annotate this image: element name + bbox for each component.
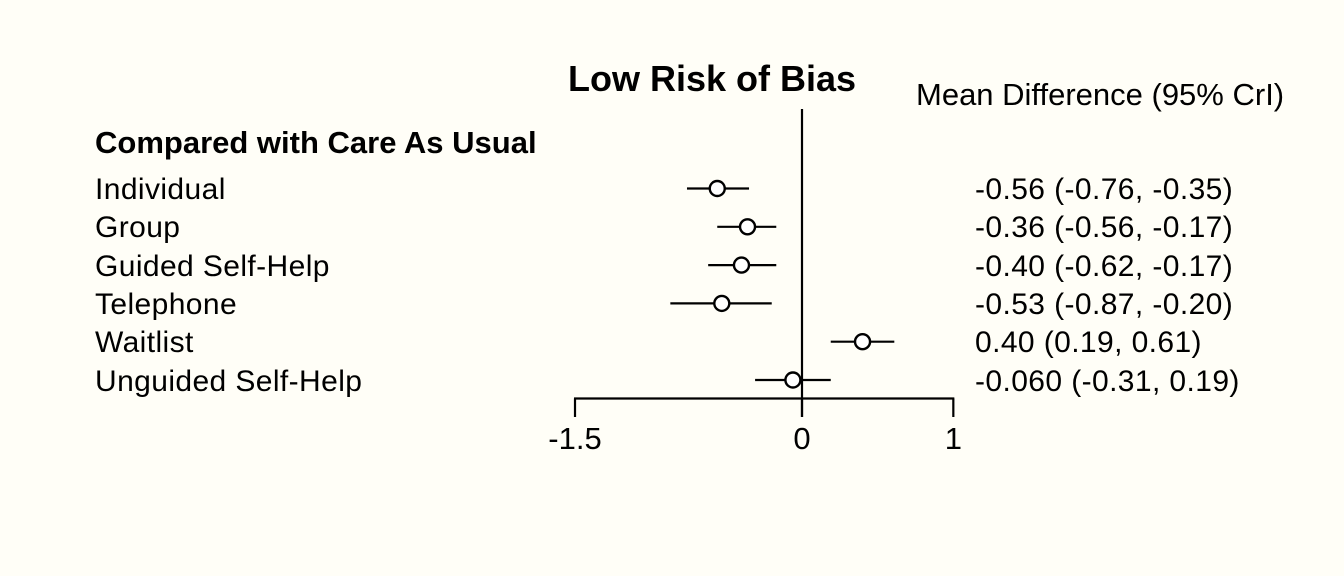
row-value-waitlist: 0.40 (0.19, 0.61) xyxy=(975,326,1202,360)
point-estimate-guided-self-help xyxy=(732,256,751,274)
chart-title: Low Risk of Bias xyxy=(567,58,857,99)
row-label-individual: Individual xyxy=(95,173,226,206)
row-value-guided-self-help: -0.40 (-0.62, -0.17) xyxy=(975,249,1234,283)
row-value-unguided-self-help: -0.060 (-0.31, 0.19) xyxy=(975,364,1240,398)
value-column-header: Mean Difference (95% CrI) xyxy=(916,77,1285,112)
row-value-group: -0.36 (-0.56, -0.17) xyxy=(975,211,1234,245)
row-label-guided-self-help: Guided Self-Help xyxy=(95,249,330,283)
point-estimate-waitlist xyxy=(853,333,872,351)
point-estimate-unguided-self-help xyxy=(784,371,802,389)
point-estimate-telephone xyxy=(713,294,731,313)
comparator-group-header: Compared with Care As Usual xyxy=(95,125,537,160)
row-value-individual: -0.56 (-0.76, -0.35) xyxy=(975,173,1234,206)
x-tick-label-2: 1 xyxy=(944,421,962,456)
x-tick-label-0: -1.5 xyxy=(548,421,602,456)
x-tick-label-1: 0 xyxy=(793,421,811,456)
row-value-telephone: -0.53 (-0.87, -0.20) xyxy=(975,287,1234,321)
row-label-unguided-self-help: Unguided Self-Help xyxy=(95,364,363,398)
point-estimate-individual xyxy=(708,179,726,198)
point-estimate-group xyxy=(738,218,757,236)
row-label-group: Group xyxy=(95,211,181,245)
row-label-telephone: Telephone xyxy=(95,287,238,321)
row-label-waitlist: Waitlist xyxy=(95,326,194,360)
